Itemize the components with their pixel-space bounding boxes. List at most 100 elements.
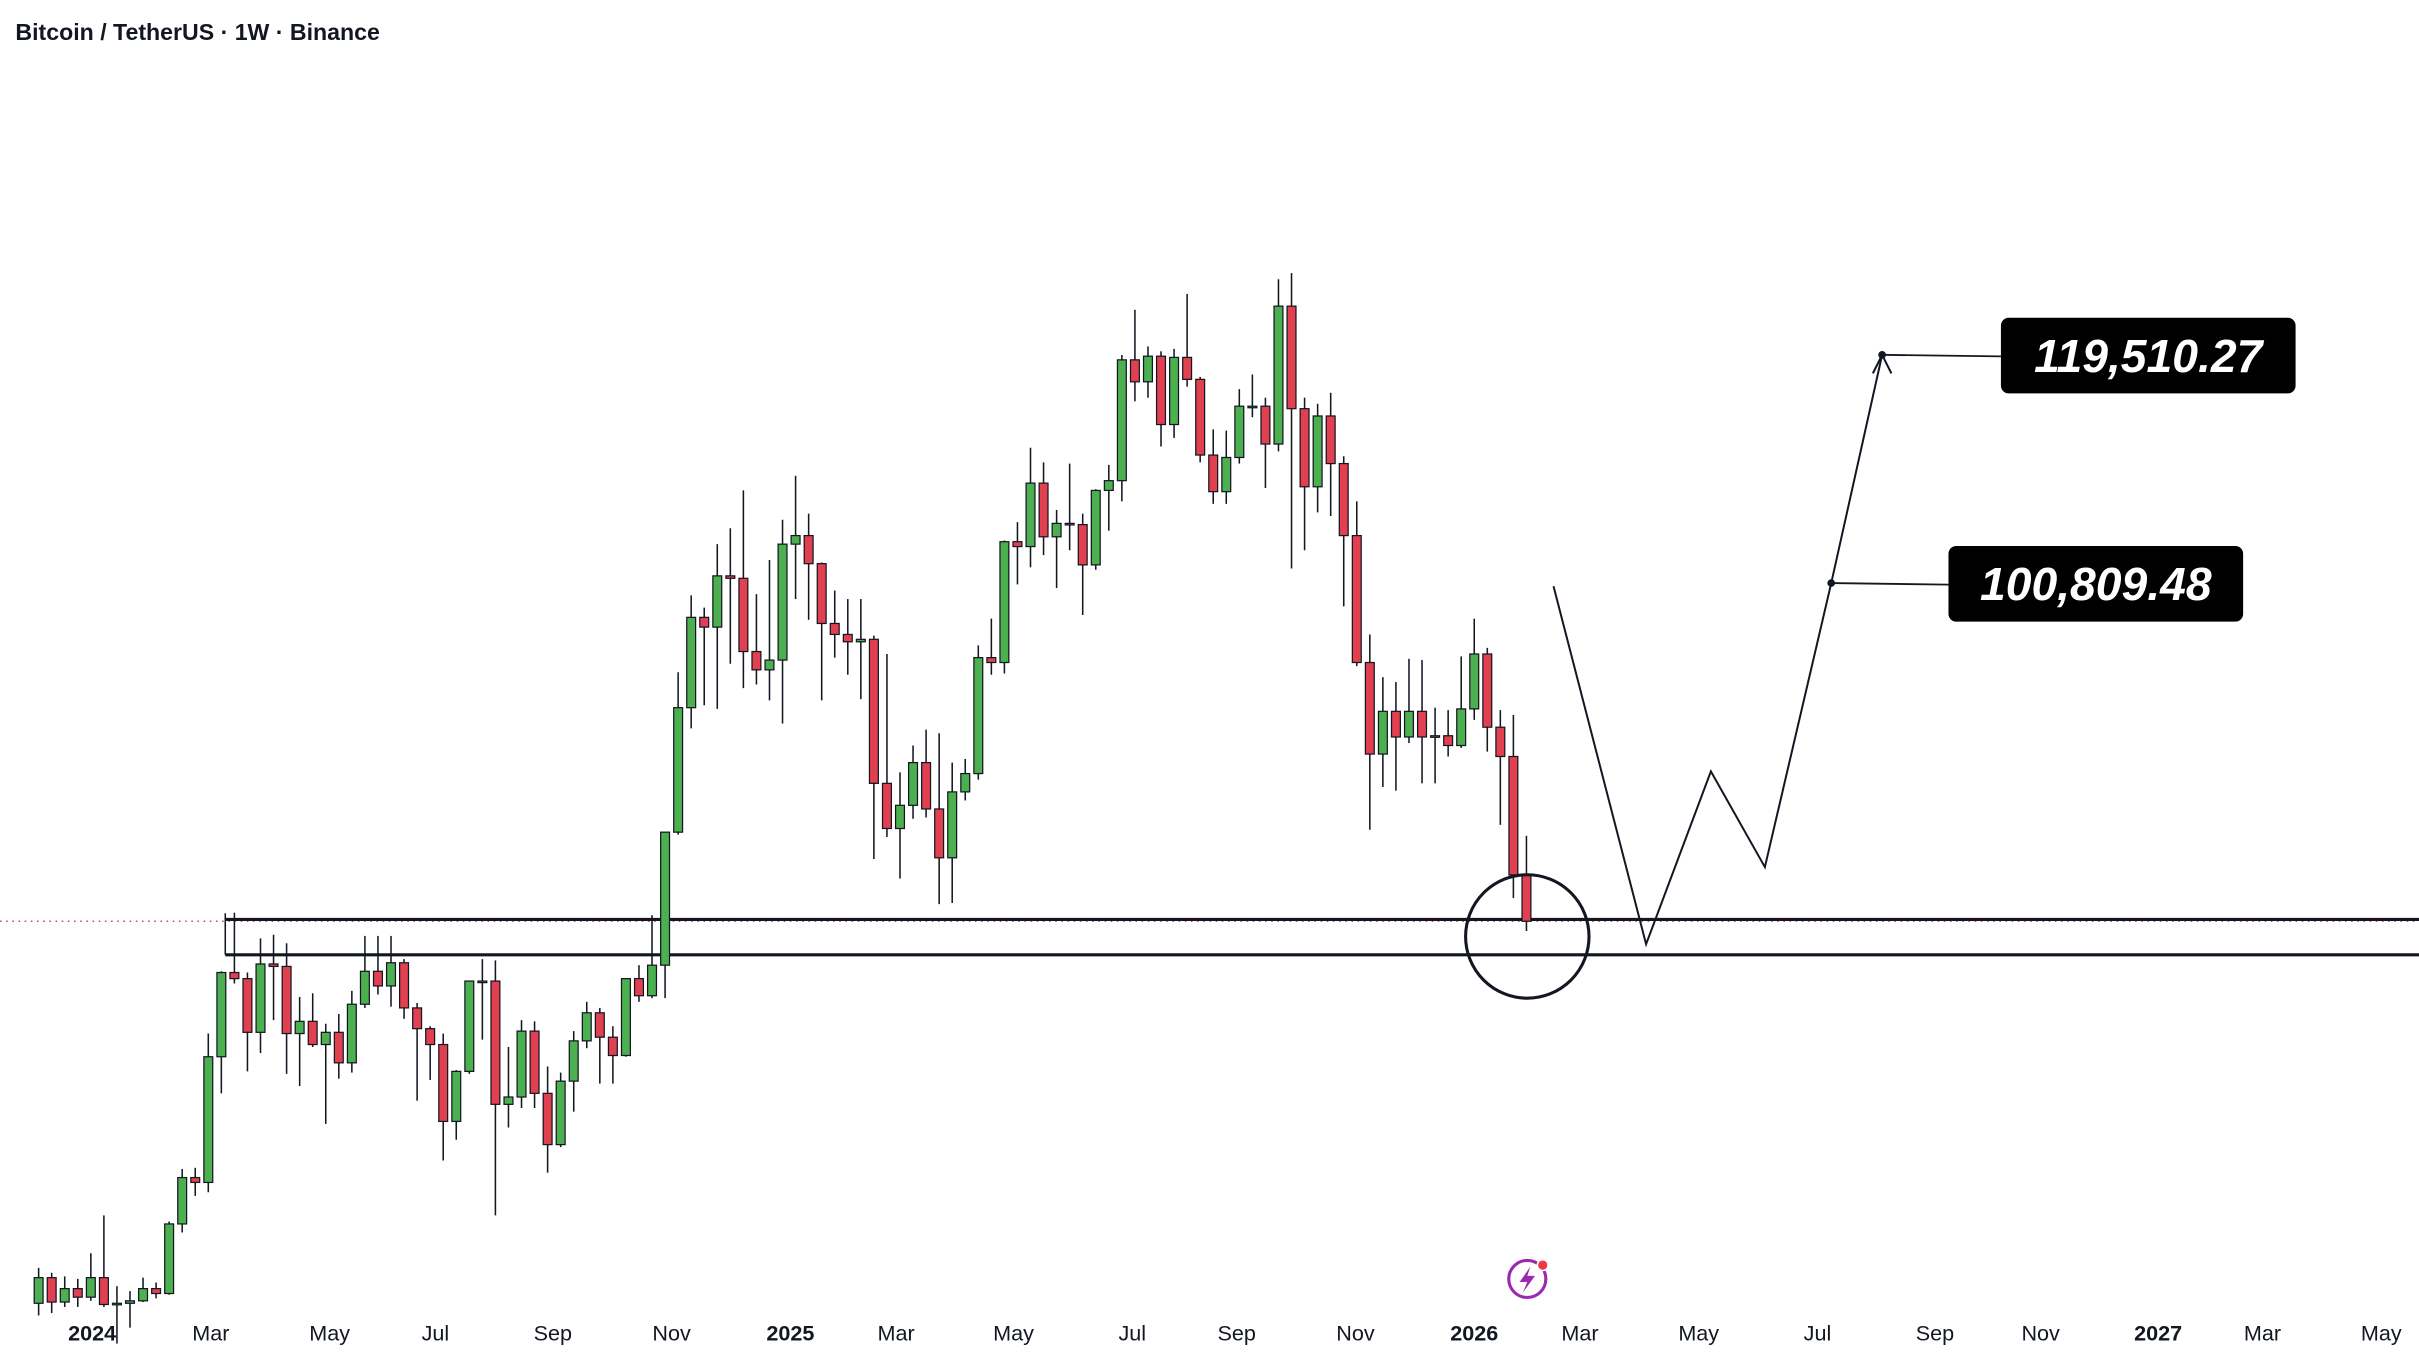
candle-body [46, 1277, 57, 1303]
target-label: 119,510.27 [2034, 330, 2264, 382]
candle-body [568, 1040, 579, 1082]
x-tick-label: Nov [652, 1321, 691, 1346]
icon-ring[interactable] [1507, 1258, 1548, 1300]
candle-body [385, 962, 397, 987]
candle-body [868, 638, 879, 784]
candle-body [216, 971, 227, 1058]
candle-body [712, 575, 723, 628]
candle-body [333, 1031, 344, 1064]
candle-body [921, 761, 932, 810]
candle-body [1169, 356, 1180, 426]
candle-body [59, 1288, 70, 1303]
candle-body [1129, 359, 1140, 383]
candle-body [1403, 710, 1415, 738]
candle-body [268, 963, 279, 968]
candle-body [372, 970, 384, 987]
candle-body [33, 1277, 44, 1304]
candle-body [451, 1070, 462, 1123]
candle-body [1116, 359, 1127, 482]
candle-body [646, 964, 658, 997]
candle-body [829, 622, 840, 636]
icon-badge[interactable] [1536, 1258, 1549, 1272]
candle-body [751, 650, 762, 671]
candle-body [1443, 735, 1454, 747]
candle-body [203, 1056, 214, 1184]
candle-body [960, 772, 971, 793]
x-tick-label: May [993, 1321, 1034, 1346]
candle-body [947, 791, 958, 859]
candle-body [855, 638, 866, 643]
candle-body [1260, 405, 1271, 445]
candle-body [816, 563, 827, 625]
target-connector [1831, 582, 1949, 586]
candle-body [842, 633, 853, 643]
candle-body [633, 978, 645, 997]
candle-body [412, 1007, 423, 1030]
candle-body [399, 962, 410, 1009]
x-tick-label: May [1678, 1321, 1719, 1346]
candle-body [973, 657, 984, 775]
candle-body [1299, 408, 1310, 488]
candle-body [503, 1096, 514, 1105]
chart-title: Bitcoin / TetherUS · 1W · Binance [15, 19, 380, 45]
candle-body [1051, 522, 1062, 538]
x-tick-label: Sep [1218, 1321, 1256, 1346]
candle-body [438, 1043, 449, 1123]
candle-body [1495, 726, 1506, 758]
icon-bolt[interactable] [1519, 1266, 1536, 1293]
x-tick-label: Mar [2244, 1321, 2281, 1346]
candle-body [516, 1030, 527, 1098]
candle-body [777, 543, 788, 661]
candle-body [359, 970, 370, 1005]
candle-body [1247, 405, 1258, 409]
candle-body [190, 1176, 201, 1184]
candle-body [1482, 653, 1493, 728]
candle-body [255, 963, 266, 1033]
candle-body [425, 1028, 436, 1046]
candle-body [725, 575, 736, 579]
candle-body [1430, 735, 1441, 738]
candle-body [177, 1176, 188, 1225]
candle-body [660, 831, 671, 966]
candle-body [490, 980, 501, 1105]
candle-body [1456, 708, 1467, 747]
candle-body [1364, 661, 1375, 755]
x-tick-label: 2025 [766, 1321, 814, 1346]
candle-body [881, 782, 892, 830]
candle-body [151, 1288, 162, 1295]
candle-body [1508, 755, 1519, 876]
candle-body [72, 1288, 83, 1298]
candle-body [673, 707, 684, 833]
candle-body [1390, 710, 1401, 738]
candle-body [346, 1003, 357, 1064]
candle-body [1077, 523, 1088, 566]
candle-body [164, 1223, 175, 1295]
x-tick-label: May [309, 1321, 350, 1346]
x-tick-label: Sep [1916, 1321, 1954, 1346]
lightning-icon[interactable] [1507, 1258, 1549, 1300]
candle-body [529, 1030, 540, 1094]
candle-body [1273, 305, 1284, 445]
x-tick-label: 2027 [2134, 1321, 2182, 1346]
candle-body [894, 804, 906, 830]
candle-body [294, 1020, 305, 1035]
candle-body [1234, 405, 1245, 459]
candle-body [1377, 710, 1388, 755]
x-tick-label: Nov [1336, 1321, 1375, 1346]
candle-body [581, 1012, 592, 1042]
target-box [1948, 546, 2244, 622]
candle-body [1208, 454, 1219, 493]
candle-body [555, 1080, 566, 1146]
candle-body [111, 1302, 122, 1306]
candle-body [1469, 653, 1480, 710]
projection-path [1552, 354, 1884, 948]
candle-body [686, 616, 697, 709]
x-tick-label: Sep [534, 1321, 572, 1346]
candle-body [1155, 355, 1167, 426]
candle-body [607, 1036, 618, 1057]
candle-body [1025, 482, 1036, 548]
candle-body [986, 657, 997, 664]
